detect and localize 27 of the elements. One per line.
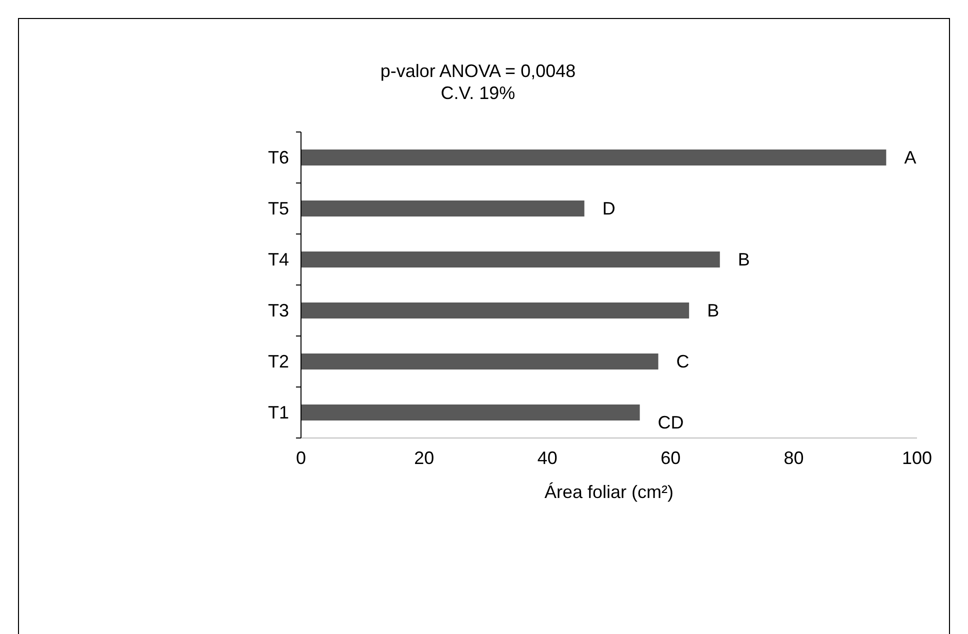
- annotation: C: [676, 352, 690, 372]
- bar: [301, 302, 690, 318]
- chart-title: p-valor ANOVA = 0,0048: [380, 61, 576, 81]
- x-axis-title: Área foliar (cm²): [544, 482, 674, 502]
- x-tick-label: 0: [296, 448, 306, 468]
- bar: [301, 150, 886, 166]
- bar: [301, 354, 658, 370]
- annotation: B: [738, 250, 750, 270]
- x-tick-label: 20: [414, 448, 434, 468]
- y-tick-label: T5: [268, 198, 289, 218]
- x-tick-label: 80: [784, 448, 804, 468]
- annotation: B: [707, 300, 720, 320]
- annotation: CD: [658, 412, 684, 432]
- x-tick-label: 60: [660, 448, 681, 468]
- x-tick-label: 40: [537, 448, 558, 468]
- x-tick-label: 100: [902, 448, 932, 468]
- y-tick-label: T6: [268, 148, 289, 168]
- bar: [301, 200, 584, 216]
- chart-subtitle: C.V. 19%: [440, 83, 516, 103]
- y-tick-label: T4: [268, 250, 289, 270]
- annotation: A: [904, 148, 916, 168]
- annotation: D: [602, 198, 616, 218]
- y-tick-label: T1: [268, 402, 289, 422]
- bar: [301, 252, 720, 268]
- y-tick-label: T2: [268, 352, 289, 372]
- bar: [301, 404, 640, 420]
- y-tick-label: T3: [268, 300, 289, 320]
